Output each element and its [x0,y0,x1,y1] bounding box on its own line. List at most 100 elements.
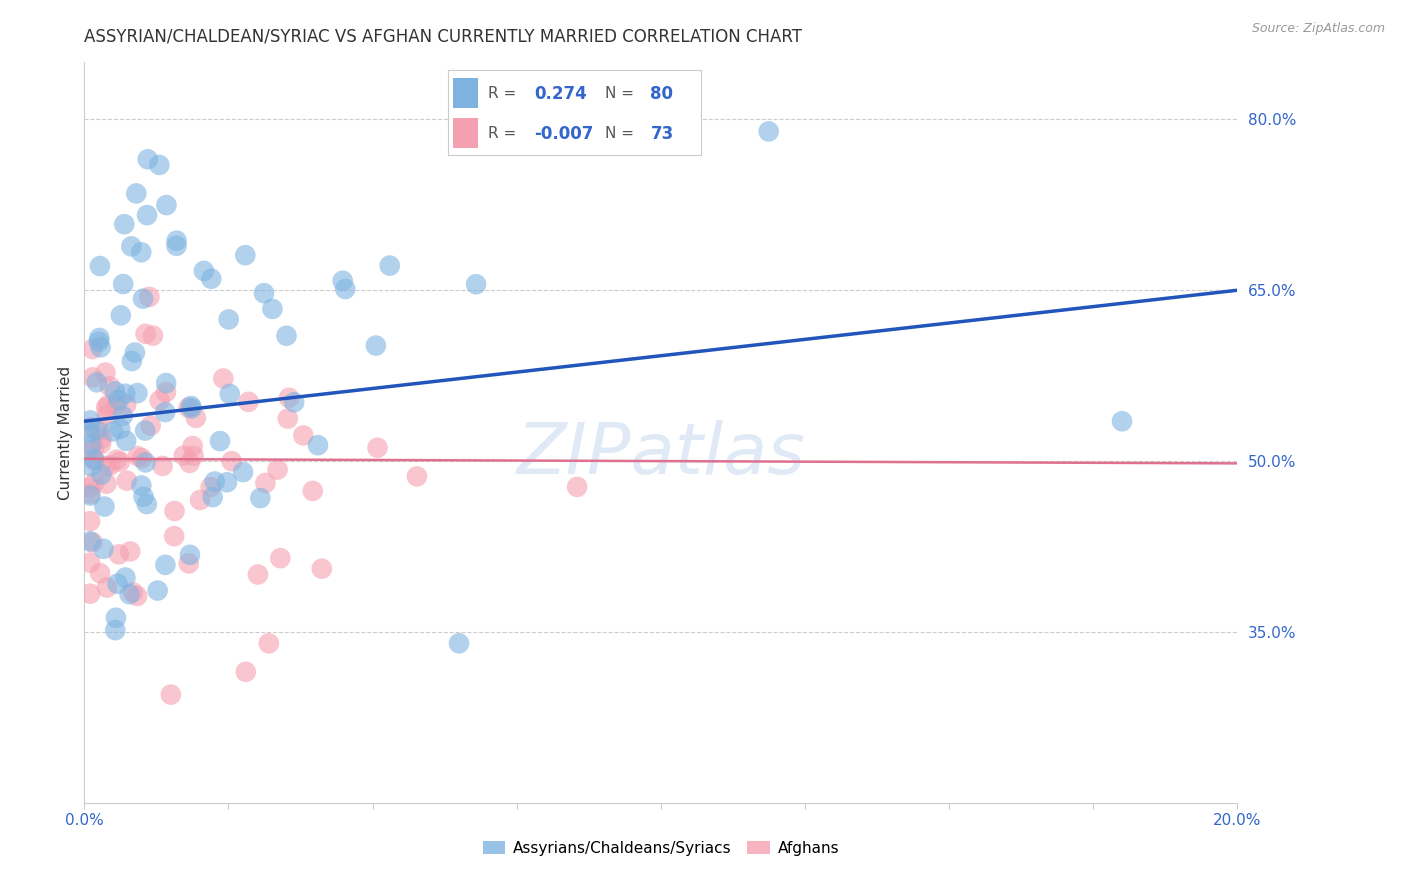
Point [201,490,224,504]
Point [177,557,200,571]
Point [112,217,135,231]
Point [108,547,131,561]
Point [82,342,104,356]
Point [79,425,101,440]
Point [79,556,101,570]
Point [266,462,288,476]
Point [565,480,588,494]
Point [82,535,104,549]
Point [127,589,149,603]
Point [108,454,131,468]
Point [179,456,201,470]
Point [131,451,153,466]
Point [83,454,105,468]
Point [1111,414,1133,428]
Point [215,475,238,490]
Point [118,587,141,601]
Point [101,425,124,439]
Point [177,401,200,415]
Point [278,391,301,405]
Point [163,529,186,543]
Point [83,451,105,466]
Point [332,274,354,288]
Point [79,486,101,500]
Point [79,514,101,528]
Point [90,432,112,446]
Point [218,387,240,401]
Point [188,492,211,507]
Point [93,500,115,514]
Y-axis label: Currently Married: Currently Married [58,366,73,500]
Point [149,393,172,408]
Point [83,442,105,456]
Point [155,385,177,400]
Point [79,489,101,503]
Point [121,354,143,368]
Point [98,379,121,393]
Point [122,585,145,599]
Point [212,371,235,385]
Point [364,338,387,352]
Point [125,186,148,201]
Point [292,428,315,442]
Point [148,158,170,172]
Point [129,245,152,260]
Point [184,410,207,425]
Point [180,399,202,413]
Point [107,392,129,407]
Point [160,688,183,702]
Point [200,480,222,494]
Point [93,541,115,556]
Point [262,301,284,316]
Point [96,408,118,422]
Point [83,475,105,490]
Point [110,422,132,436]
Point [135,455,157,469]
Point [367,441,389,455]
Point [153,405,176,419]
Point [90,467,112,482]
Point [235,665,257,679]
Point [111,409,134,423]
Point [82,370,104,384]
Point [79,443,101,458]
Point [132,490,155,504]
Point [115,434,138,448]
Point [249,491,271,505]
Point [127,386,149,401]
Point [152,458,174,473]
Point [115,398,138,412]
Point [104,623,127,637]
Point [87,334,110,349]
Point [96,476,118,491]
Point [96,401,118,415]
Point [105,452,128,467]
Point [89,331,111,345]
Point [232,465,254,479]
Point [138,290,160,304]
Point [173,449,195,463]
Point [110,309,132,323]
Point [246,567,269,582]
Point [146,583,169,598]
Point [311,562,333,576]
Point [465,277,488,292]
Point [155,198,177,212]
Point [79,420,101,434]
Point [449,636,471,650]
Point [134,424,156,438]
Point [257,636,280,650]
Point [105,398,128,412]
Point [80,438,103,452]
Point [238,394,260,409]
Point [254,475,277,490]
Point [90,340,112,354]
Point [86,376,108,390]
Point [79,587,101,601]
Point [218,312,240,326]
Point [179,548,201,562]
Point [155,376,177,390]
Point [406,469,429,483]
Point [80,459,103,474]
Point [166,234,188,248]
